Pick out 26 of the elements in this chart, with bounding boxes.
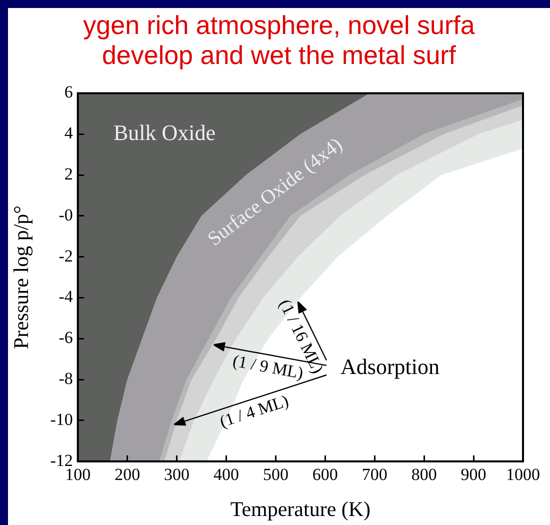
- x-tick-label: 400: [213, 465, 239, 484]
- annotation: (1 / 9 ML): [231, 351, 305, 383]
- x-axis-title: Temperature (K): [230, 496, 371, 521]
- y-tick-label: -4: [58, 287, 74, 306]
- series-label: Bulk Oxide: [113, 120, 216, 146]
- x-tick-label: 700: [362, 465, 388, 484]
- y-tick-label: -0: [58, 205, 73, 224]
- x-tick-label: 500: [262, 465, 288, 484]
- x-tick-label: 900: [460, 465, 486, 484]
- annotation: (1 / 4 ML): [217, 391, 291, 432]
- y-tick-label: 4: [64, 124, 74, 143]
- y-tick-label: 6: [64, 82, 73, 102]
- y-tick-label: -8: [58, 369, 73, 388]
- x-tick-label: 800: [411, 465, 437, 484]
- y-axis-title: Pressure log p/p°: [9, 205, 34, 350]
- x-tick-label: 1000: [506, 465, 540, 484]
- y-tick-label: -2: [58, 246, 73, 266]
- x-tick-label: 600: [312, 465, 338, 484]
- y-tick-label: -10: [50, 410, 73, 429]
- chart-title: ygen rich atmosphere, novel surfa: [83, 10, 475, 40]
- y-tick-label: -6: [58, 328, 73, 348]
- chart-subtitle: develop and wet the metal surf: [102, 40, 456, 70]
- x-tick-label: 200: [114, 465, 140, 484]
- y-tick-label: 2: [64, 164, 73, 184]
- x-tick-label: 300: [164, 465, 190, 484]
- annotation: Adsorption: [340, 354, 440, 380]
